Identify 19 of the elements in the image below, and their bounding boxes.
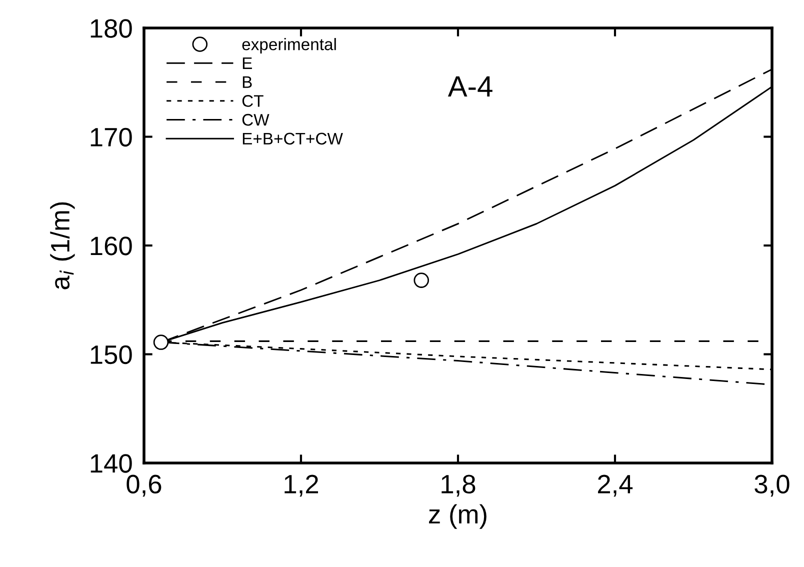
legend-label: CW bbox=[242, 114, 270, 126]
legend-label: E bbox=[242, 57, 252, 69]
x-axis-title: z (m) bbox=[429, 504, 486, 529]
legend-label: CT bbox=[242, 95, 264, 107]
x-tick-label: 3,0 bbox=[754, 474, 790, 497]
legend-label: B bbox=[242, 76, 252, 88]
x-tick-label: 1,2 bbox=[284, 474, 318, 497]
y-tick-label: 140 bbox=[90, 454, 132, 473]
annotation: A-4 bbox=[448, 76, 492, 96]
x-tick-label: 0,6 bbox=[126, 474, 162, 497]
y-tick-label: 150 bbox=[90, 345, 132, 364]
x-tick-label: 1,8 bbox=[442, 474, 476, 497]
legend-label: experimental bbox=[242, 38, 336, 54]
x-tick-label: 2,4 bbox=[598, 474, 633, 497]
y-tick-label: 160 bbox=[90, 236, 132, 256]
legend-label: E+B+CT+CW bbox=[242, 132, 343, 145]
y-tick-label: 180 bbox=[90, 19, 132, 38]
y-tick-label: 170 bbox=[90, 128, 132, 147]
y-axis-title: a$_{i}$ (1/m) bbox=[50, 202, 75, 290]
